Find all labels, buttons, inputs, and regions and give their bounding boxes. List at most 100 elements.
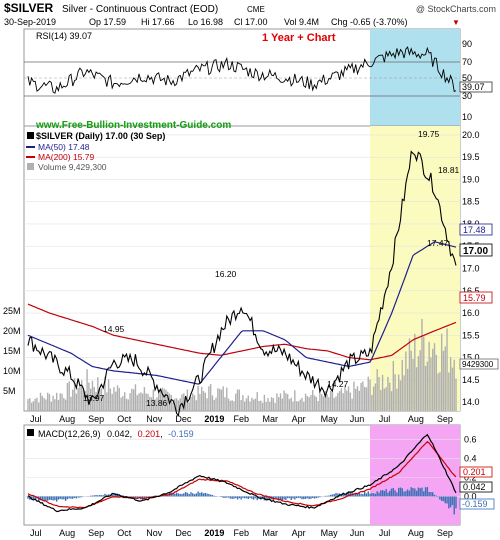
- x-tick-label: May: [321, 528, 339, 538]
- histogram-bar: [66, 496, 69, 500]
- histogram-bar: [63, 496, 65, 500]
- annotation-peak: 19.75: [418, 129, 440, 139]
- volume-bar: [437, 373, 439, 411]
- histogram-bar: [453, 496, 455, 515]
- price-tick-label: 19.5: [462, 152, 480, 162]
- volume-bar: [279, 393, 282, 411]
- volume-bar: [141, 393, 144, 411]
- histogram-bar: [385, 489, 387, 497]
- histogram-bar: [59, 496, 61, 500]
- volume-bar: [432, 348, 434, 411]
- volume-bar: [102, 395, 104, 411]
- histogram-bar: [131, 496, 133, 498]
- volume-bar: [54, 399, 56, 411]
- volume-bar: [150, 397, 153, 411]
- volume-bar: [376, 369, 378, 411]
- volume-bar: [132, 389, 135, 411]
- volume-bar: [333, 397, 335, 411]
- histogram-bar: [190, 492, 192, 497]
- price-x-axis: Jul Aug Sep Oct Nov Dec 2019 Feb Mar Apr May Jun Jul…: [30, 414, 453, 424]
- macd-path: [27, 433, 457, 513]
- histogram-bar: [326, 495, 328, 497]
- histogram-bar: [50, 496, 52, 500]
- histogram-bar: [419, 488, 421, 497]
- macd-line: [27, 433, 457, 513]
- histogram-bar: [349, 491, 352, 497]
- volume-bar: [303, 401, 305, 411]
- volume-bar: [385, 387, 387, 411]
- volume-bar: [353, 381, 355, 411]
- histogram-bar: [446, 496, 448, 504]
- annotation-low-nov: 13.86: [146, 398, 168, 408]
- volume-bar: [104, 376, 106, 411]
- histogram-bar: [100, 495, 103, 497]
- rsi-badge-value: 39.07: [462, 82, 485, 92]
- volume-bar: [170, 394, 172, 411]
- histogram-bar: [64, 496, 67, 501]
- volume-bar: [265, 401, 267, 411]
- histogram-bar: [75, 496, 78, 499]
- volume-bar: [43, 398, 45, 411]
- histogram-bar: [286, 496, 289, 499]
- volume-legend: Volume 9,429,300: [38, 162, 107, 172]
- volume-bar: [288, 399, 291, 411]
- histogram-bar: [224, 496, 226, 498]
- volume-bar: [235, 393, 237, 411]
- histogram-bar: [267, 496, 269, 500]
- price-tick-label: 15.0: [462, 353, 480, 363]
- histogram-bar: [358, 492, 360, 497]
- volume-bar: [435, 354, 438, 411]
- hist-badge-value: -0.159: [462, 499, 488, 509]
- volume-bar: [159, 388, 162, 411]
- volume-bar: [390, 391, 393, 411]
- price-path: [27, 150, 457, 417]
- histogram-bar: [199, 492, 201, 497]
- histogram-bar: [113, 493, 115, 497]
- volume-bar: [408, 338, 411, 411]
- histogram-bar: [337, 493, 339, 497]
- volume-bar: [29, 398, 31, 411]
- symbol-label: $SILVER: [4, 1, 53, 15]
- ma50-badge: [459, 223, 493, 236]
- volume-bar: [177, 400, 180, 411]
- rsi-tick-90: 90: [462, 39, 472, 49]
- volume-bar: [426, 361, 429, 411]
- volume-bar: [371, 394, 373, 411]
- volume-bar: [419, 350, 421, 411]
- histogram-bar: [274, 496, 276, 499]
- volume-bar: [412, 359, 414, 411]
- histogram-bar: [435, 495, 438, 497]
- macd-badge-value: 0.042: [463, 482, 486, 492]
- volume-bar: [274, 403, 276, 411]
- x-tick-label: Sep: [88, 528, 104, 538]
- rsi-highlight: [370, 29, 460, 126]
- macd-legend-prefix: MACD(12,26,9): [38, 429, 101, 439]
- histogram-bar: [206, 493, 208, 497]
- volume-bar: [72, 389, 74, 411]
- volume-bar: [338, 390, 341, 411]
- volume-bar: [129, 393, 131, 411]
- rsi-tick-30: 30: [462, 91, 472, 101]
- volume-bar: [254, 398, 257, 411]
- volume-bar: [415, 367, 418, 411]
- volume-axis: 25M 20M 15M 10M 5M: [3, 306, 21, 396]
- histogram-bar: [256, 496, 258, 501]
- histogram-bar: [143, 496, 146, 500]
- histogram-bar: [57, 496, 60, 500]
- histogram-bar: [401, 488, 403, 497]
- histogram-bar: [317, 496, 319, 498]
- histogram-bar: [292, 496, 294, 499]
- histogram-bar: [312, 496, 314, 498]
- histogram-bar: [227, 496, 230, 498]
- volume-bar: [449, 357, 452, 411]
- volume-bar: [204, 392, 206, 411]
- histogram-bar: [39, 496, 42, 501]
- volume-bar: [363, 386, 366, 411]
- rsi-tick-10: 10: [462, 112, 472, 122]
- histogram-bar: [163, 494, 165, 497]
- volume-bar: [213, 399, 215, 411]
- high-value: Hi 17.66: [141, 17, 175, 27]
- macd-legend-swatch: [27, 429, 34, 436]
- volume-bar: [145, 393, 147, 411]
- volume-bar: [340, 388, 343, 411]
